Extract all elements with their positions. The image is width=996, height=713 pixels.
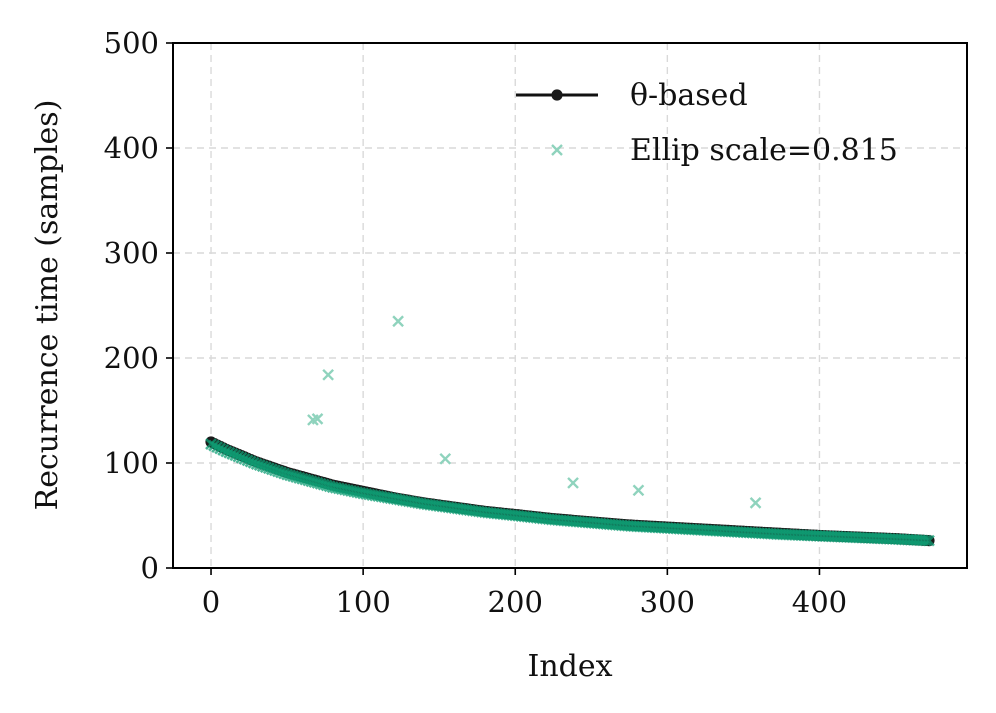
ellip-outlier-point bbox=[392, 315, 404, 328]
y-axis: 0 100 200 300 400 500 bbox=[104, 26, 173, 585]
ellip-outlier-point bbox=[439, 452, 452, 465]
x-tick-label: 300 bbox=[640, 585, 695, 619]
plot-frame bbox=[172, 42, 968, 569]
ellip-point bbox=[923, 534, 935, 547]
ellip-point bbox=[920, 534, 932, 547]
y-tick-label: 200 bbox=[104, 341, 159, 375]
legend-theta-marker bbox=[551, 89, 563, 101]
x-tick-label: 400 bbox=[792, 585, 847, 619]
y-tick-label: 0 bbox=[141, 551, 159, 585]
series-ellip-outliers bbox=[307, 315, 762, 509]
series-layer bbox=[205, 315, 935, 547]
x-tick-label: 0 bbox=[202, 585, 220, 619]
x-tick-label: 100 bbox=[335, 585, 390, 619]
ellip-outlier-point bbox=[749, 497, 762, 509]
ellip-outlier-point bbox=[322, 368, 334, 381]
legend-label-theta-based: θ-based bbox=[630, 78, 748, 113]
ellip-outlier-point bbox=[632, 484, 645, 497]
y-tick-label: 100 bbox=[104, 446, 159, 480]
ellip-outlier-point bbox=[567, 477, 579, 489]
ellip-outlier-point bbox=[311, 413, 324, 425]
x-axis: 0 100 200 300 400 bbox=[202, 568, 847, 619]
series-ellip-scale bbox=[205, 438, 935, 547]
legend: θ-based Ellip scale=0.815 bbox=[516, 78, 898, 168]
legend-ellip-marker bbox=[551, 144, 563, 156]
x-axis-label: Index bbox=[527, 649, 612, 684]
x-tick-label: 200 bbox=[488, 585, 543, 619]
y-axis-label: Recurrence time (samples) bbox=[30, 100, 65, 511]
legend-label-ellip-scale: Ellip scale=0.815 bbox=[630, 133, 898, 168]
y-tick-label: 400 bbox=[104, 131, 159, 165]
y-tick-label: 500 bbox=[104, 26, 159, 60]
y-tick-label: 300 bbox=[104, 236, 159, 270]
grid-lines bbox=[173, 42, 967, 569]
